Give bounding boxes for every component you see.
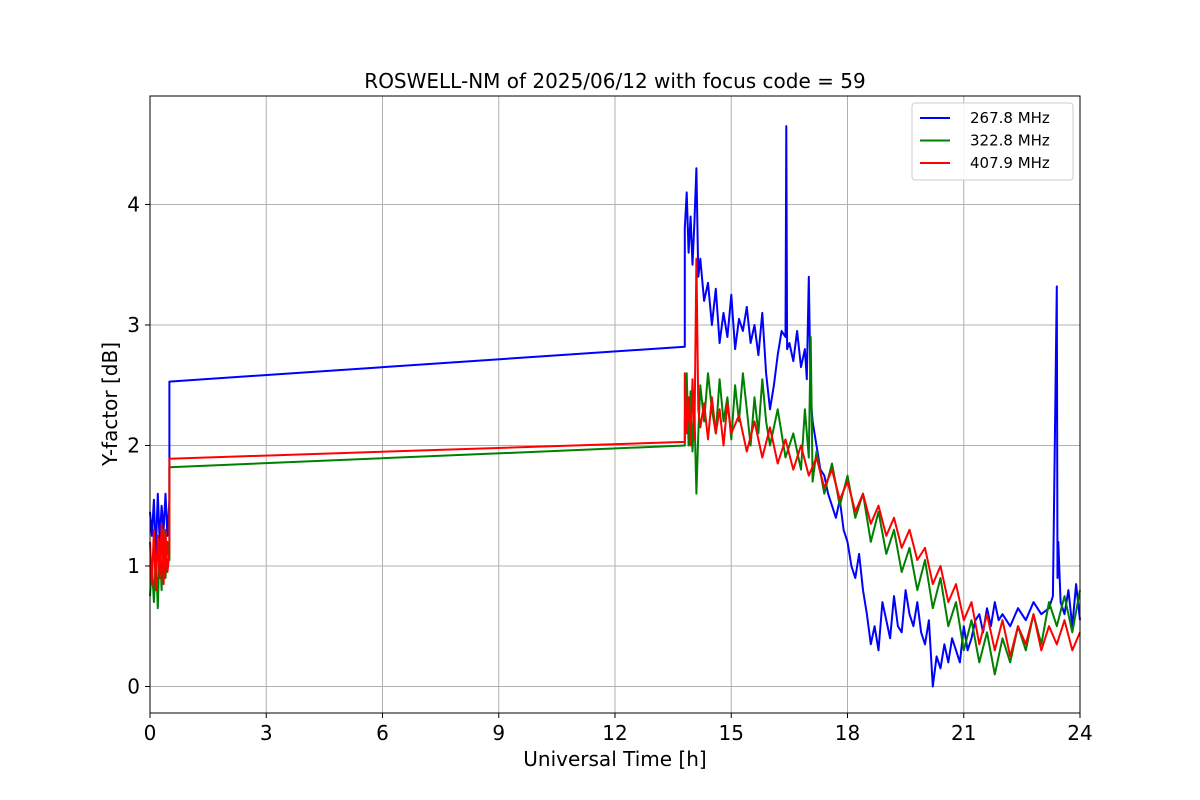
y-tick-label: 0 [127,674,140,698]
legend-entry-label: 407.9 MHz [970,154,1050,172]
x-tick-label: 12 [602,721,627,745]
y-tick-label: 2 [127,433,140,457]
x-tick-label: 24 [1067,721,1092,745]
series-line-3 [149,257,1081,658]
y-axis-label: Y-factor [dB] [98,342,122,467]
y-tick-label: 1 [127,554,140,578]
grid-lines [149,96,1081,713]
x-tick-label: 18 [835,721,860,745]
legend: 267.8 MHz 322.8 MHz 407.9 MHz [911,102,1074,181]
y-tick-label: 4 [127,192,140,216]
x-tick-label: 0 [144,721,157,745]
y-tick-label: 3 [127,313,140,337]
legend-entry-label: 322.8 MHz [970,132,1050,150]
x-axis-label: Universal Time [h] [523,747,706,771]
x-tick-label: 9 [492,721,505,745]
x-tick-label: 15 [719,721,744,745]
x-tick-label: 6 [376,721,389,745]
series-line-1 [149,125,1081,688]
x-tick-label: 21 [951,721,976,745]
legend-entry-label: 267.8 MHz [970,109,1050,127]
chart-title: ROSWELL-NM of 2025/06/12 with focus code… [364,69,865,93]
legend-box [911,102,1074,181]
x-tick-label: 3 [260,721,273,745]
series-layer [149,125,1081,688]
